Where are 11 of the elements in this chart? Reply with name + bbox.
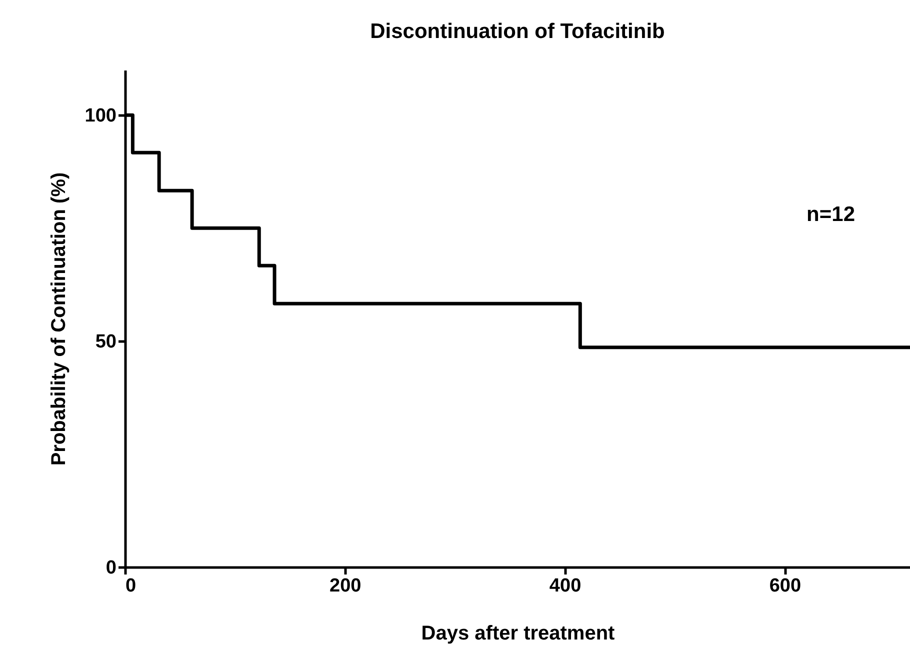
x-tick-label: 400 <box>549 576 582 596</box>
x-tick-label: 600 <box>769 576 802 596</box>
chart-title: Discontinuation of Tofacitinib <box>370 20 665 43</box>
y-axis-title: Probability of Continuation (%) <box>48 172 70 466</box>
y-tick-label: 50 <box>95 332 116 353</box>
x-tick-label: 200 <box>330 576 362 596</box>
y-tick-label: 100 <box>84 106 116 127</box>
x-axis-title: Days after treatment <box>421 622 616 644</box>
x-tick-label: 0 <box>126 576 136 596</box>
annotation: n=12 <box>806 203 855 226</box>
y-tick-label: 0 <box>106 558 116 578</box>
